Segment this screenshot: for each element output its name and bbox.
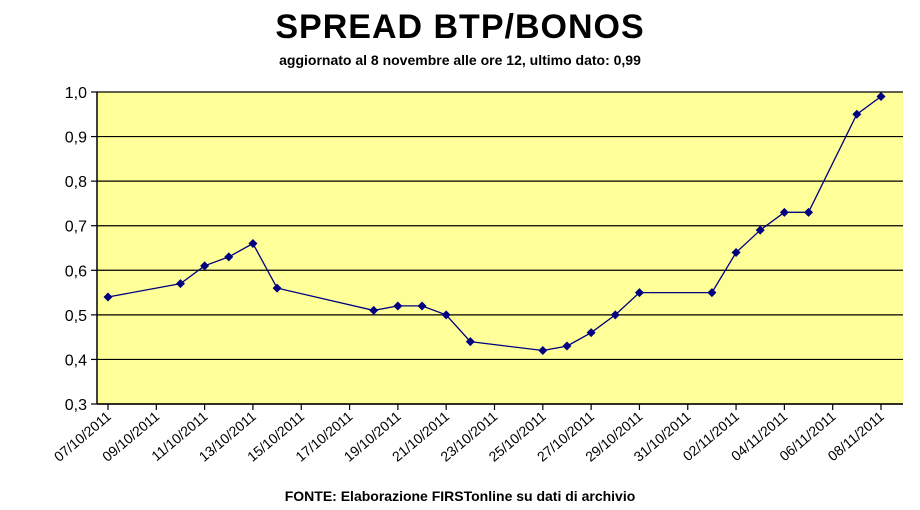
chart-subtitle: aggiornato al 8 novembre alle ore 12, ul… xyxy=(279,52,641,68)
data-point xyxy=(538,346,548,356)
plot-area xyxy=(97,92,903,404)
data-point xyxy=(175,279,185,289)
data-point xyxy=(417,301,427,311)
data-point xyxy=(610,310,620,320)
data-point xyxy=(248,239,258,249)
data-point xyxy=(731,247,741,257)
y-tick-label: 0,5 xyxy=(65,308,87,325)
data-point xyxy=(755,225,765,235)
data-point xyxy=(200,261,210,271)
y-tick-label: 0,4 xyxy=(65,352,87,369)
data-point xyxy=(103,292,113,302)
y-tick-label: 0,7 xyxy=(65,219,87,236)
chart-title: SPREAD BTP/BONOS xyxy=(275,8,645,46)
data-point xyxy=(393,301,403,311)
data-point xyxy=(224,252,234,262)
y-tick-label: 0,9 xyxy=(65,130,87,147)
data-point xyxy=(707,288,717,298)
y-tick-label: 0,6 xyxy=(65,263,87,280)
data-point xyxy=(634,288,644,298)
data-point xyxy=(779,207,789,217)
y-tick-label: 0,3 xyxy=(65,397,87,414)
data-point xyxy=(804,207,814,217)
data-point xyxy=(441,310,451,320)
data-point xyxy=(586,328,596,338)
data-point xyxy=(852,109,862,119)
data-point xyxy=(272,283,282,293)
y-tick-label: 0,8 xyxy=(65,174,87,191)
data-point xyxy=(369,305,379,315)
data-point xyxy=(876,91,886,101)
y-tick-label: 1,0 xyxy=(65,85,87,102)
data-point xyxy=(465,337,475,347)
chart-source-note: FONTE: Elaborazione FIRSTonline su dati … xyxy=(284,488,636,504)
data-point xyxy=(562,341,572,351)
